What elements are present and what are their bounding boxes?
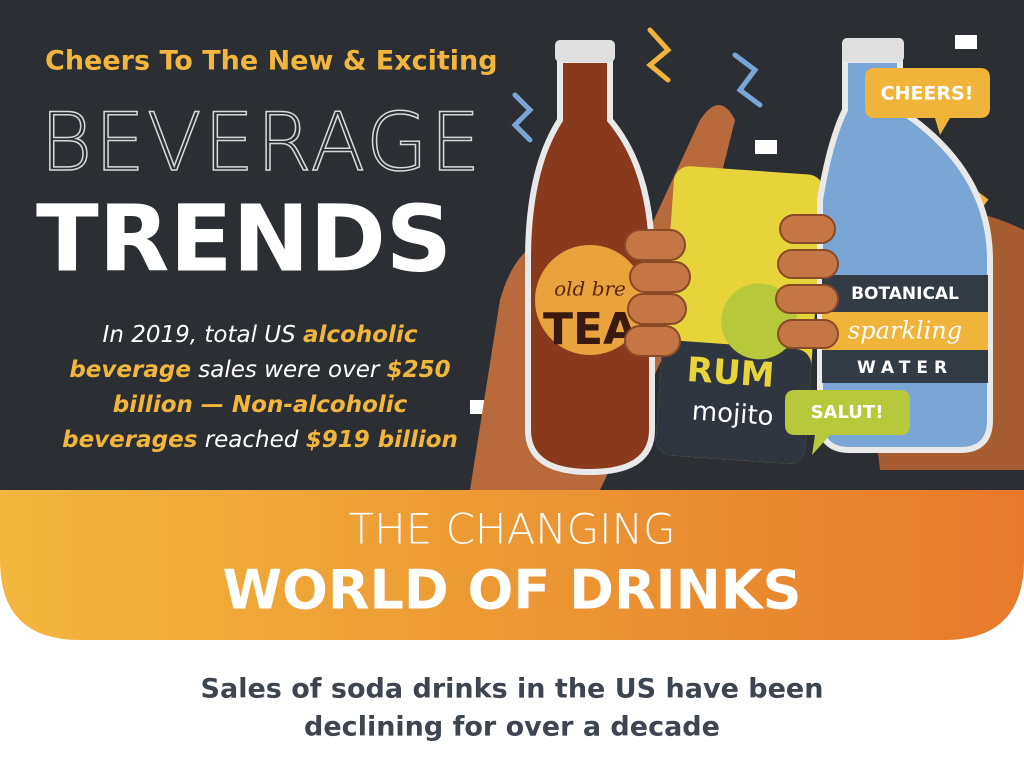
- illustration: old bre TEA RUM mojito BOTANICAL sparkli…: [470, 27, 1024, 490]
- intro-segment: sales were over: [191, 357, 387, 383]
- intro-segment: billion — Non-alcoholic: [113, 392, 408, 418]
- banner-line: THE CHANGING: [348, 505, 675, 554]
- banner-line: WORLD OF DRINKS: [222, 559, 801, 622]
- bubble-text: CHEERS!: [881, 83, 974, 105]
- intro-line: billion — Non-alcoholic: [113, 392, 408, 418]
- label-text: old bre: [554, 277, 626, 301]
- label-text: BOTANICAL: [851, 284, 959, 304]
- bottle-label: [535, 245, 645, 355]
- bottle-cap: [842, 38, 904, 62]
- label-text: RUM: [685, 350, 775, 396]
- intro-segment: reached: [197, 427, 305, 453]
- speech-bubble: [865, 68, 990, 135]
- bottle-label: [822, 312, 988, 350]
- label-text: sparkling: [848, 317, 962, 345]
- label-text: WATER: [857, 358, 953, 378]
- intro-segment: $250: [387, 357, 451, 383]
- intro-line: beverage sales were over $250: [69, 357, 450, 383]
- intro-segment: $919 billion: [306, 427, 458, 453]
- intro-paragraph: In 2019, total US alcoholic beverage sale…: [62, 322, 458, 453]
- intro-segment: beverage: [69, 357, 191, 383]
- label-text: TEA: [543, 304, 637, 355]
- can: RUM mojito: [655, 166, 824, 464]
- fingers: [624, 214, 839, 357]
- intro-line: In 2019, total US alcoholic: [103, 322, 418, 348]
- label-text: mojito: [691, 396, 775, 432]
- speech-bubble: [785, 390, 910, 455]
- title-line: BEVERAGE: [40, 96, 482, 189]
- intro-segment: alcoholic: [303, 322, 418, 348]
- intro-line: beverages reached $919 billion: [62, 427, 458, 453]
- banner: [0, 490, 1024, 640]
- title-line: TRENDS: [36, 185, 452, 292]
- bubble-text: SALUT!: [811, 402, 884, 423]
- intro-segment: beverages: [62, 427, 197, 453]
- footer: Sales of soda drinks in the US have been…: [201, 674, 824, 743]
- intro-segment: In 2019, total US: [103, 322, 303, 348]
- footer-line: declining for over a decade: [304, 712, 720, 743]
- kicker: Cheers To The New & Exciting: [45, 46, 498, 77]
- bottle-cap: [555, 40, 615, 62]
- footer-line: Sales of soda drinks in the US have been: [201, 674, 824, 705]
